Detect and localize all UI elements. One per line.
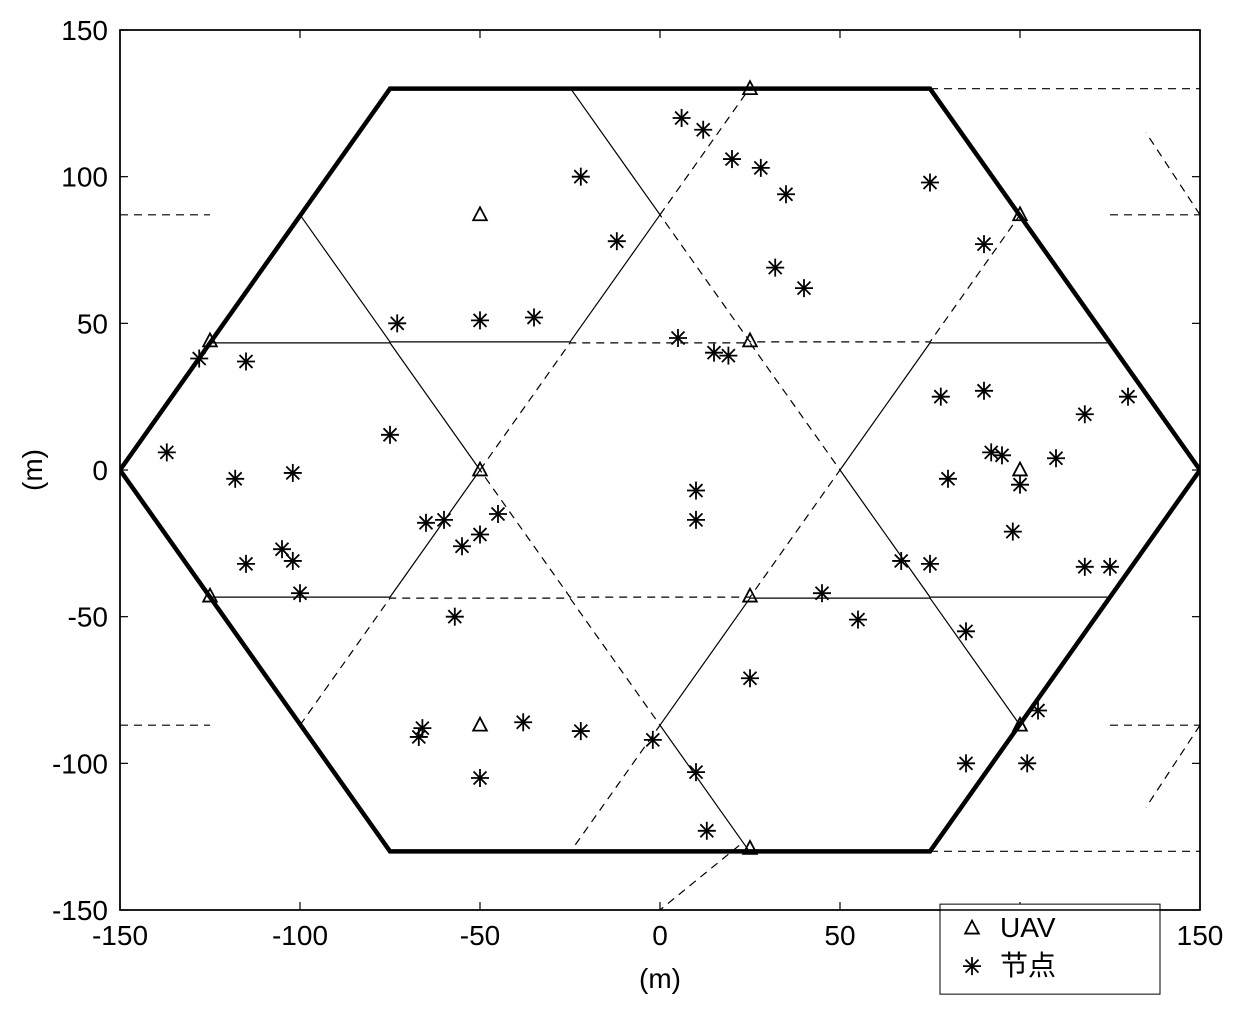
node-marker <box>813 584 831 602</box>
node-marker <box>993 446 1011 464</box>
x-tick-label: -50 <box>460 920 500 951</box>
node-marker <box>525 308 543 326</box>
node-marker <box>921 174 939 192</box>
x-tick-label: -100 <box>272 920 328 951</box>
node-marker <box>471 311 489 329</box>
node-marker <box>723 150 741 168</box>
node-marker <box>705 344 723 362</box>
x-tick-label: 0 <box>652 920 668 951</box>
node-marker <box>446 608 464 626</box>
node-marker <box>514 713 532 731</box>
node-marker <box>1076 405 1094 423</box>
node-marker <box>766 259 784 277</box>
node-marker <box>795 279 813 297</box>
node-marker <box>777 185 795 203</box>
node-marker <box>453 537 471 555</box>
chart-container: -150-100-50050100150-150-100-50050100150… <box>0 0 1240 1023</box>
node-marker <box>741 669 759 687</box>
node-marker <box>1018 754 1036 772</box>
node-marker <box>694 121 712 139</box>
node-marker <box>719 347 737 365</box>
node-marker <box>572 168 590 186</box>
node-marker <box>752 159 770 177</box>
y-tick-label: 100 <box>61 162 108 193</box>
legend-label: 节点 <box>1000 950 1056 981</box>
node-marker <box>572 722 590 740</box>
node-marker <box>226 470 244 488</box>
node-marker <box>932 388 950 406</box>
node-marker <box>284 552 302 570</box>
node-marker <box>921 555 939 573</box>
node-marker <box>471 769 489 787</box>
node-marker <box>388 314 406 332</box>
legend-node-icon <box>963 957 981 975</box>
y-axis-label: (m) <box>17 449 48 491</box>
y-tick-label: 50 <box>77 308 108 339</box>
x-tick-label: 150 <box>1177 920 1224 951</box>
node-marker <box>975 382 993 400</box>
node-marker <box>417 514 435 532</box>
x-tick-label: 50 <box>824 920 855 951</box>
node-marker <box>1101 558 1119 576</box>
node-marker <box>669 329 687 347</box>
node-marker <box>435 511 453 529</box>
y-tick-label: 150 <box>61 15 108 46</box>
y-tick-label: 0 <box>92 455 108 486</box>
y-tick-label: -50 <box>68 602 108 633</box>
node-marker <box>957 754 975 772</box>
node-marker <box>892 552 910 570</box>
plot-area <box>120 30 1200 910</box>
node-marker <box>190 350 208 368</box>
legend-label: UAV <box>1000 912 1056 943</box>
node-marker <box>644 731 662 749</box>
node-marker <box>410 728 428 746</box>
node-marker <box>957 622 975 640</box>
node-marker <box>687 482 705 500</box>
y-tick-label: -100 <box>52 748 108 779</box>
node-marker <box>237 555 255 573</box>
node-marker <box>939 470 957 488</box>
node-marker <box>673 109 691 127</box>
node-marker <box>1004 523 1022 541</box>
node-marker <box>489 505 507 523</box>
node-marker <box>687 511 705 529</box>
node-marker <box>608 232 626 250</box>
node-marker <box>1011 476 1029 494</box>
x-axis-label: (m) <box>639 963 681 994</box>
node-marker <box>284 464 302 482</box>
node-marker <box>698 822 716 840</box>
scatter-plot: -150-100-50050100150-150-100-50050100150… <box>0 0 1240 1023</box>
node-marker <box>849 611 867 629</box>
node-marker <box>1076 558 1094 576</box>
node-marker <box>471 526 489 544</box>
node-marker <box>1047 449 1065 467</box>
node-marker <box>158 443 176 461</box>
node-marker <box>1119 388 1137 406</box>
node-marker <box>381 426 399 444</box>
node-marker <box>291 584 309 602</box>
y-tick-label: -150 <box>52 895 108 926</box>
node-marker <box>975 235 993 253</box>
node-marker <box>237 352 255 370</box>
node-marker <box>1029 702 1047 720</box>
node-marker <box>687 763 705 781</box>
